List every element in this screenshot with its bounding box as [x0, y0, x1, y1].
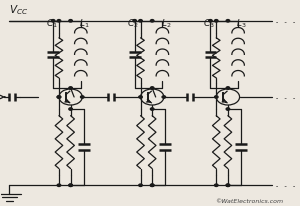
Circle shape	[150, 108, 154, 111]
Text: - - -: - - -	[274, 95, 296, 101]
Circle shape	[226, 87, 230, 90]
Circle shape	[209, 20, 212, 23]
Circle shape	[226, 184, 230, 187]
Circle shape	[150, 184, 154, 187]
Text: ©WatElectronics.com: ©WatElectronics.com	[215, 198, 283, 203]
Text: $V_{CC}$: $V_{CC}$	[9, 3, 28, 17]
Text: $L_3$: $L_3$	[236, 18, 247, 30]
Circle shape	[57, 96, 61, 99]
Circle shape	[150, 184, 154, 187]
Circle shape	[162, 96, 166, 99]
Text: - - -: - - -	[274, 19, 296, 25]
Circle shape	[69, 184, 72, 187]
Circle shape	[69, 20, 72, 23]
Circle shape	[150, 87, 154, 90]
Circle shape	[57, 184, 61, 187]
Text: - - -: - - -	[274, 182, 296, 188]
Circle shape	[69, 108, 72, 111]
Circle shape	[226, 184, 230, 187]
Circle shape	[214, 96, 218, 99]
Circle shape	[69, 87, 72, 90]
Circle shape	[80, 96, 84, 99]
Circle shape	[57, 96, 61, 99]
Text: $C_3$: $C_3$	[203, 18, 215, 30]
Circle shape	[139, 184, 142, 187]
Circle shape	[214, 20, 218, 23]
Text: $C_2$: $C_2$	[128, 18, 139, 30]
Text: $L_1$: $L_1$	[79, 18, 90, 30]
Circle shape	[57, 20, 61, 23]
Circle shape	[133, 20, 136, 23]
Circle shape	[214, 184, 218, 187]
Circle shape	[226, 20, 230, 23]
Circle shape	[51, 20, 55, 23]
Circle shape	[150, 20, 154, 23]
Circle shape	[139, 20, 142, 23]
Circle shape	[226, 108, 230, 111]
Text: $L_2$: $L_2$	[161, 18, 171, 30]
Circle shape	[139, 96, 142, 99]
Circle shape	[69, 184, 72, 187]
Text: $C_1$: $C_1$	[46, 18, 58, 30]
